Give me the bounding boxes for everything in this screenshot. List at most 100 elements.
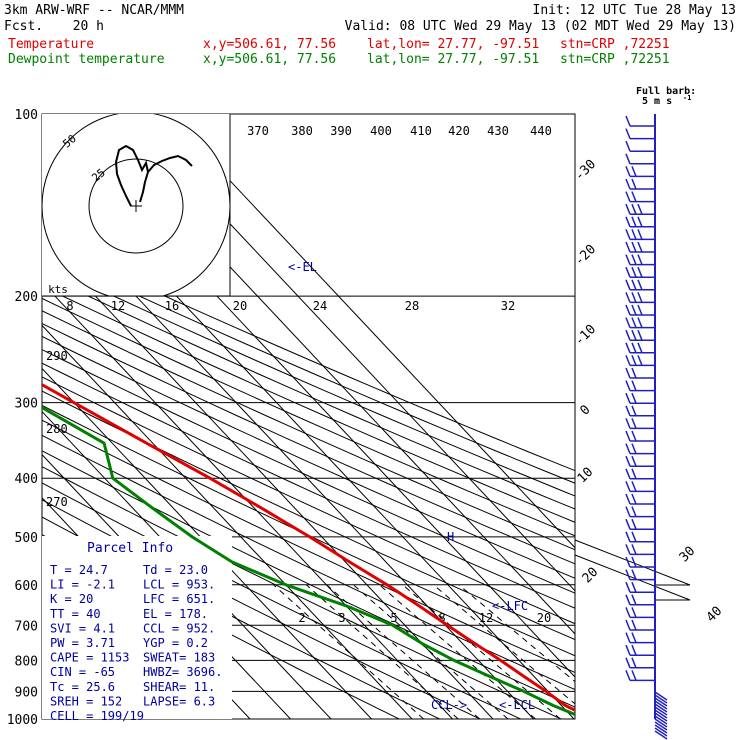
- parcel-row-right: LAPSE= 6.3: [143, 694, 215, 708]
- theta-label: 440: [530, 124, 552, 138]
- isotherm-label-right: -20: [572, 242, 599, 269]
- wind-barb-flag: [631, 254, 637, 265]
- legend-temperature: Temperature: [8, 37, 94, 52]
- wind-barb-flag: [625, 292, 631, 303]
- wind-barb-flag: [631, 229, 637, 240]
- fcst-label: Fcst.: [4, 19, 43, 34]
- wind-barb-flag: [625, 178, 631, 190]
- wind-barb-flag: [631, 619, 637, 631]
- isotherm-line-outer: [574, 539, 691, 586]
- wind-barb-flag: [625, 128, 631, 139]
- dry-adiabat-line: [42, 310, 575, 551]
- wind-barb-flag: [625, 279, 631, 291]
- wind-barb-flag: [631, 266, 637, 278]
- wind-barb-low: [654, 721, 668, 731]
- wind-barb-flag: [625, 468, 631, 480]
- theta-label: 400: [370, 124, 392, 138]
- speed-tick-label: 32: [501, 299, 515, 313]
- mixing-ratio-line: [273, 584, 424, 719]
- wind-barb-flag: [631, 216, 637, 228]
- theta-label: 380: [291, 124, 313, 138]
- pressure-label-700: 700: [15, 619, 38, 634]
- wind-barb-flag: [625, 115, 631, 127]
- parcel-row-right: Td = 23.0: [143, 563, 208, 577]
- fcst-value: 20 h: [73, 19, 104, 34]
- parcel-row-right: YGP = 0.2: [143, 636, 208, 650]
- pressure-label-1000: 1000: [7, 713, 38, 728]
- parcel-row-right: EL = 178.: [143, 607, 208, 621]
- temperature-series: [42, 382, 575, 712]
- wind-barb-low: [654, 718, 668, 728]
- wind-barb-flag: [625, 657, 631, 669]
- barb-legend-exponent: -1: [683, 94, 691, 102]
- plot-frame: [41, 113, 576, 720]
- wind-barb-flag: [625, 355, 631, 366]
- wind-barb-flag: [631, 166, 637, 177]
- wind-barb-flag: [625, 216, 631, 228]
- wind-barb-flag: [625, 619, 631, 631]
- mixing-ratio-label: 20: [537, 611, 551, 625]
- parcel-info-box: Parcel Info T = 24.7 Td = 23.0 LI = -2.1 LC…: [42, 536, 232, 723]
- wind-barb-flag: [637, 254, 643, 265]
- isotherm-line: [42, 281, 453, 719]
- wind-barb-flag: [637, 266, 643, 278]
- model-title: 3km ARW-WRF -- NCAR/MMM: [4, 3, 184, 18]
- dry-adiabat-line: [42, 390, 575, 641]
- wind-barb-flag: [625, 405, 631, 417]
- mixing-ratio-label: 2: [298, 611, 305, 625]
- wind-barb-flag: [631, 279, 637, 291]
- isotherm-line: [166, 114, 575, 549]
- speed-tick-label: 20: [233, 299, 247, 313]
- parcel-row-left: SVI = 4.1: [50, 621, 115, 635]
- annotation-lcl: <-LCL: [499, 698, 535, 712]
- dry-adiabat-line: [42, 362, 575, 609]
- legend-temperature-latlon: lat,lon= 27.77, -97.51: [367, 37, 539, 52]
- dry-adiabat-line: [42, 297, 575, 537]
- dry-adiabat-line: [42, 419, 575, 674]
- parcel-row-right: SHEAR= 11.: [143, 680, 215, 694]
- parcel-row-left: CELL = 199/19: [50, 709, 144, 723]
- wind-barb-flag: [631, 203, 637, 215]
- wind-barb-flag: [631, 392, 637, 404]
- legend-dewpoint: Dewpoint temperature: [8, 52, 165, 67]
- legend-temperature-stn: stn=CRP ,72251: [560, 37, 670, 52]
- isotherm-label-right: 10: [575, 465, 597, 487]
- wind-barb-flag: [631, 506, 637, 517]
- isotherm-label-right: 40: [704, 604, 726, 626]
- wind-barb-flag: [625, 317, 631, 328]
- parcel-row-left: CIN = -65: [50, 665, 115, 679]
- theta-left-label: 280: [46, 422, 68, 436]
- wind-barb-flag: [625, 191, 631, 202]
- wind-barb-flag: [625, 203, 631, 215]
- theta-left-label: 290: [46, 349, 68, 363]
- theta-label: 420: [448, 124, 470, 138]
- dry-adiabat-line: [42, 335, 575, 579]
- valid-time: Valid: 08 UTC Wed 29 May 13 (02 MDT Wed …: [345, 19, 736, 34]
- hodograph-inset: 25 50 kts: [42, 114, 231, 297]
- wind-barb-flag: [631, 481, 637, 492]
- parcel-row-left: CAPE = 1153: [50, 651, 129, 665]
- wind-barb-flag: [631, 329, 637, 341]
- parcel-row-left: K = 20: [50, 592, 93, 606]
- wind-barb-flag: [637, 304, 643, 316]
- dewpoint-series: [42, 405, 575, 717]
- wind-barb-flag: [625, 481, 631, 492]
- wind-barb-flag: [625, 556, 631, 568]
- wind-barb-flag: [637, 329, 643, 341]
- dry-adiabat-line: [42, 261, 575, 497]
- wind-barb-flag: [625, 241, 631, 253]
- wind-barb-flag: [631, 292, 637, 303]
- wind-barb-flag: [625, 367, 631, 379]
- wind-barb-flag: [631, 317, 637, 328]
- wind-barb-flag: [625, 266, 631, 278]
- pressure-label-600: 600: [15, 579, 38, 594]
- parcel-row-right: CCL = 952.: [143, 621, 215, 635]
- wind-barb-flag: [631, 556, 637, 568]
- wind-barb-flag: [625, 380, 631, 391]
- parcel-row-right: LCL = 953.: [143, 578, 215, 592]
- wind-barb-flag: [631, 581, 637, 593]
- parcel-row-left: TT = 40: [50, 607, 101, 621]
- theta-label: 370: [247, 124, 269, 138]
- dry-adiabat-line: [42, 404, 575, 657]
